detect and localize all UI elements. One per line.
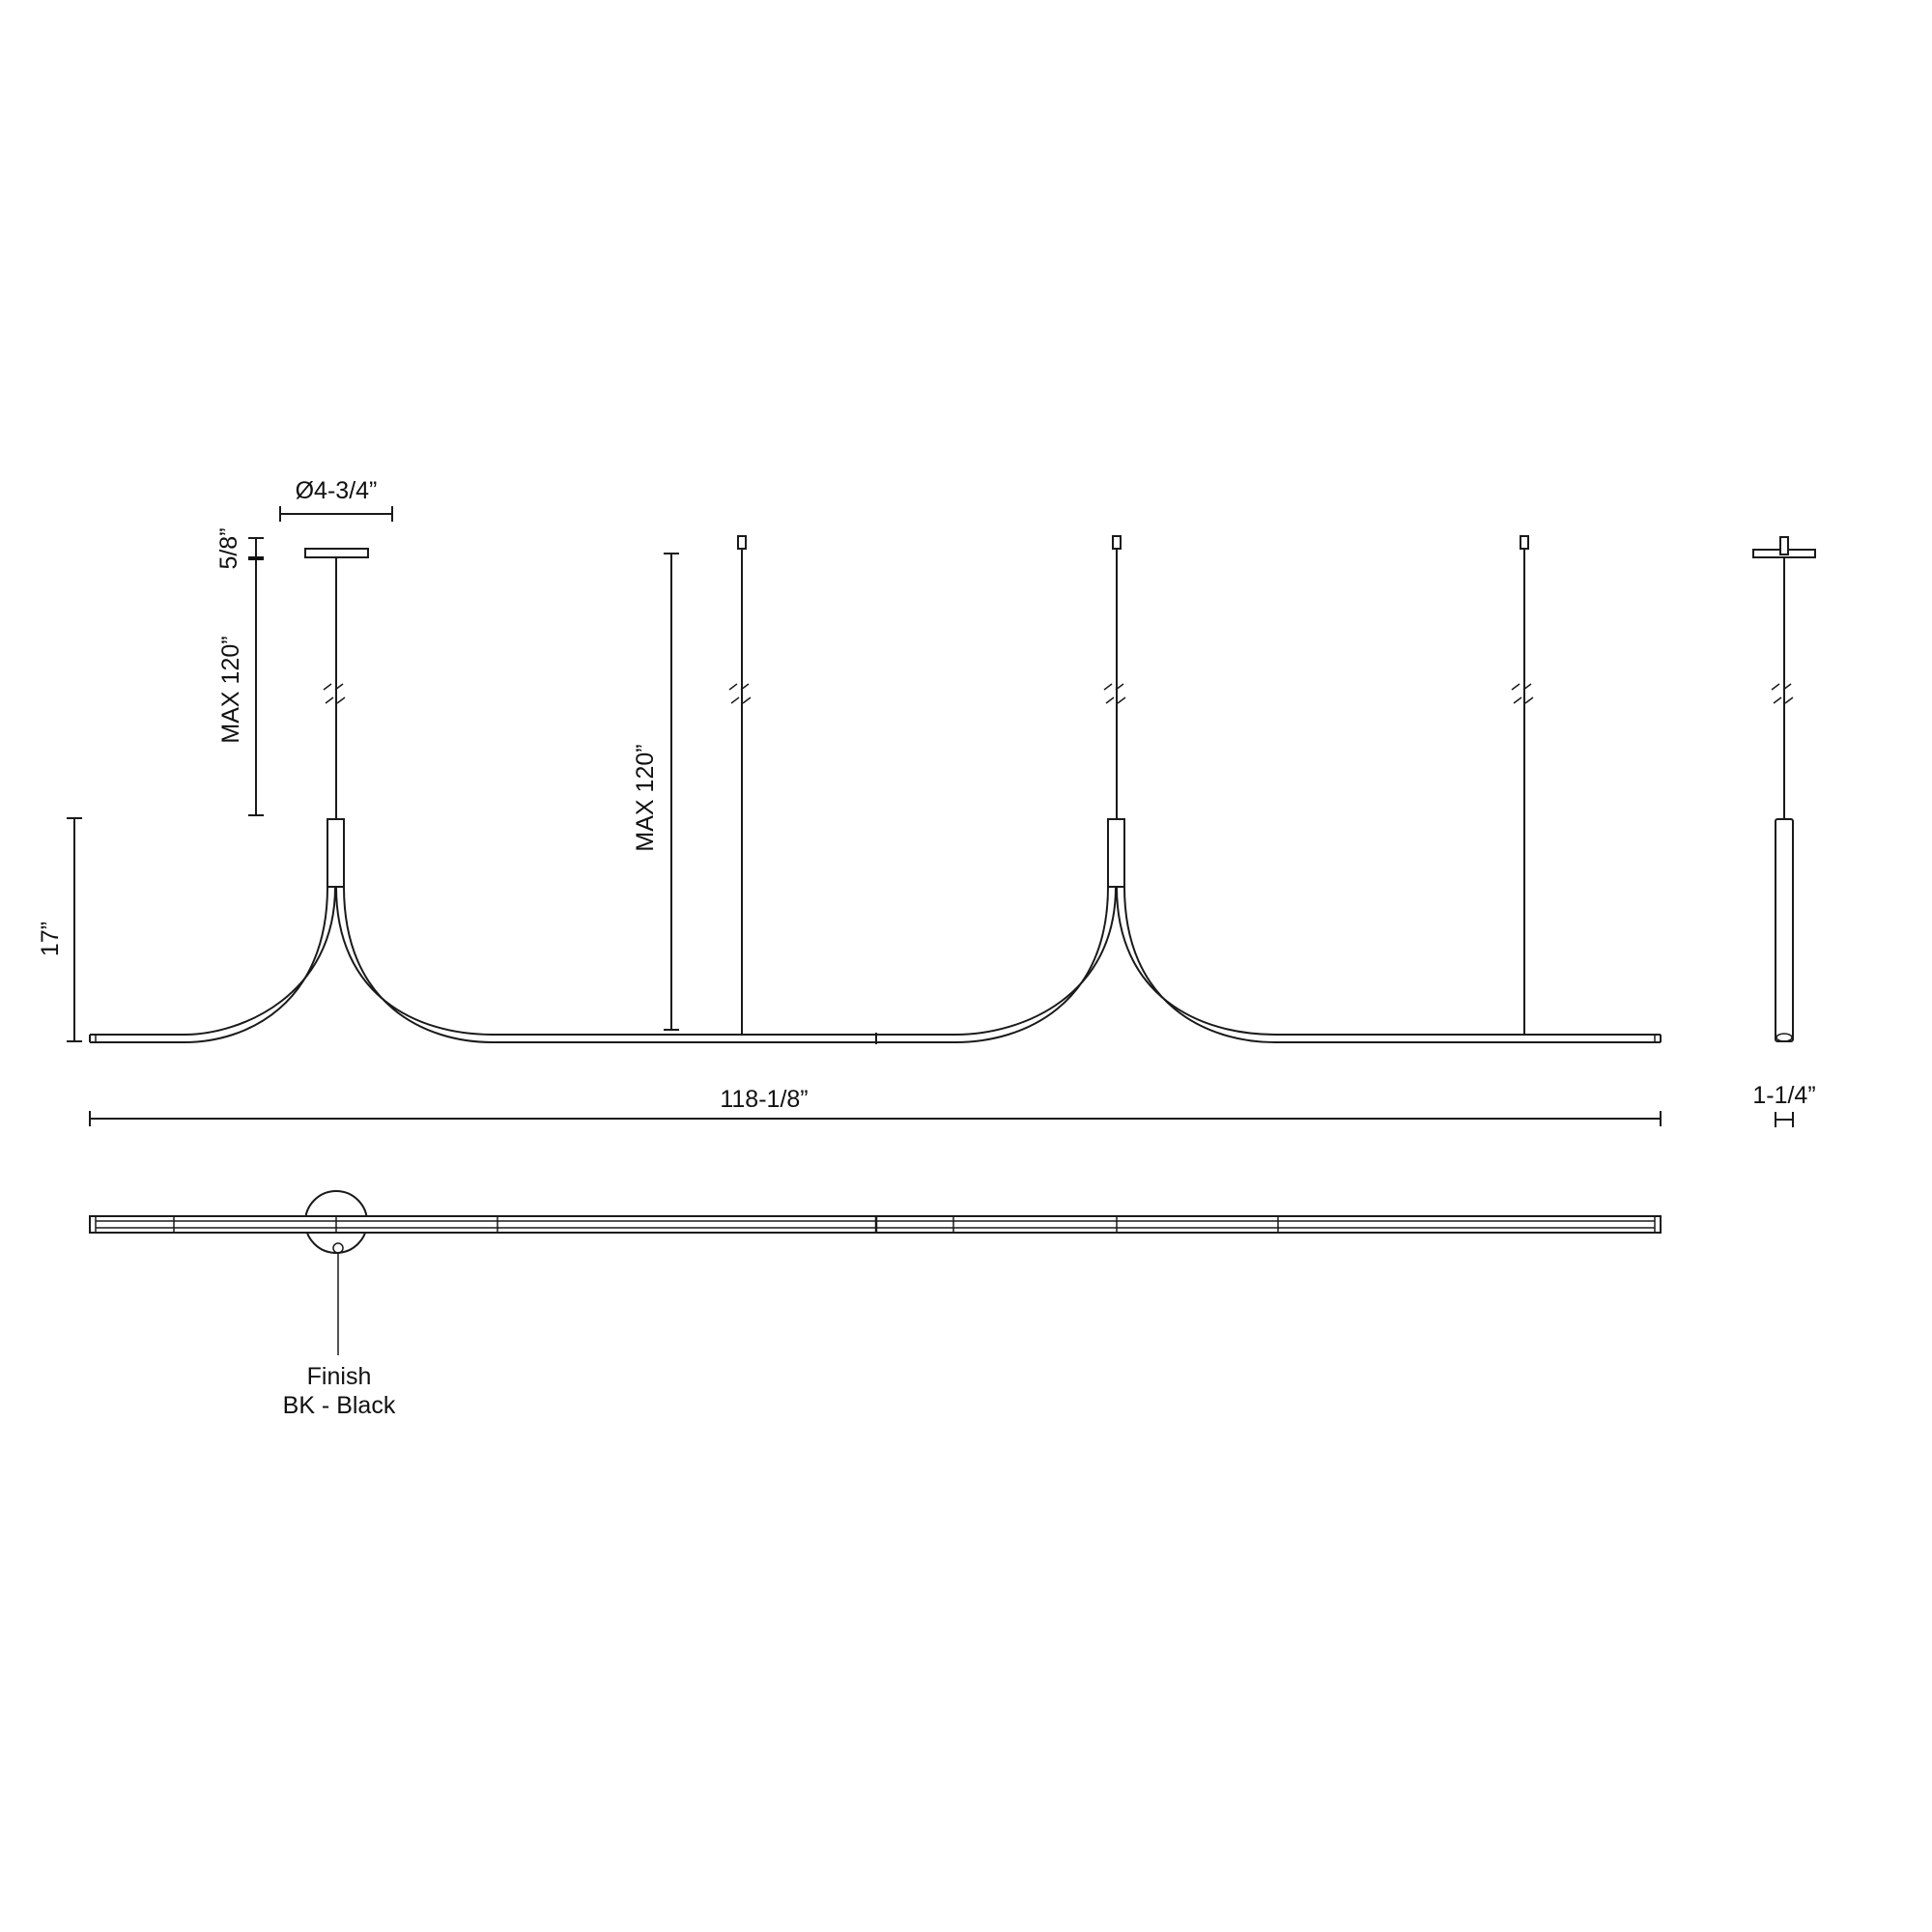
arc-curve: [184, 886, 328, 1043]
cable-gripper: [737, 535, 747, 550]
fixture-height-label: 17”: [37, 922, 64, 956]
arc-tube-right: [1107, 818, 1125, 888]
cable-gripper: [1779, 536, 1789, 555]
canopy-diameter-label: Ø4-3/4”: [296, 477, 378, 504]
plan-view: [89, 1190, 1662, 1355]
arc-curve: [343, 886, 494, 1043]
finish-value: BK - Black: [283, 1392, 396, 1419]
arc-curve: [184, 886, 336, 1036]
max-cable-center-label: MAX 120”: [632, 744, 659, 851]
canopy: [304, 548, 369, 558]
finish-label: Finish: [307, 1363, 372, 1390]
max-cable-left-label: MAX 120”: [217, 636, 244, 743]
cable-gripper: [1520, 535, 1529, 550]
canopy-height-label: 5/8”: [215, 527, 242, 569]
dimension-lines: [67, 506, 1794, 1127]
profile-width-label: 1-1/4”: [1752, 1082, 1815, 1109]
side-elevation: [1752, 536, 1816, 1042]
break-symbol-icon: [323, 683, 1794, 704]
overall-length-label: 118-1/8”: [720, 1086, 808, 1113]
arc-curve: [335, 886, 494, 1036]
cable-gripper: [1112, 535, 1122, 550]
front-elevation: [89, 535, 1794, 1044]
arc-tube-left: [327, 818, 345, 888]
